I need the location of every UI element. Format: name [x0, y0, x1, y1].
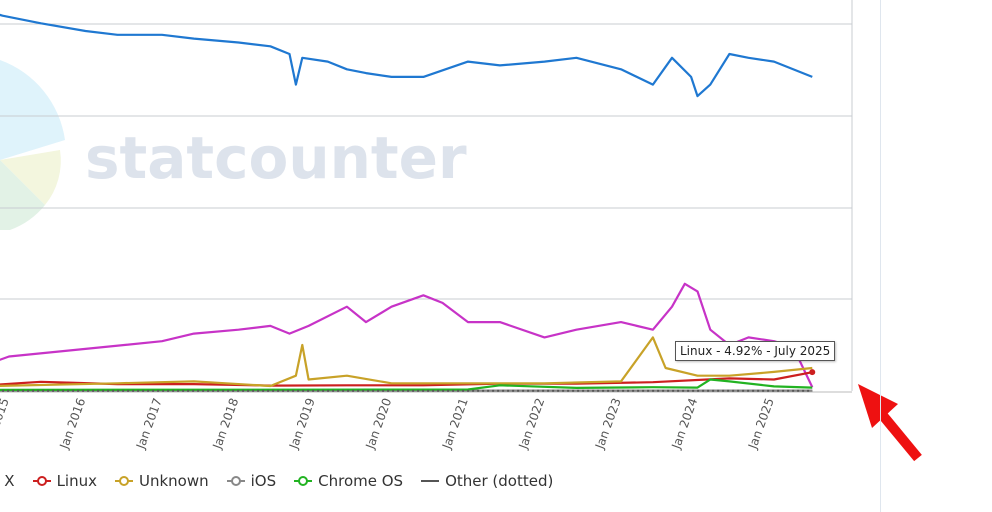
legend-label: Unknown — [139, 472, 209, 490]
x-tick-label: Jan 2017 — [133, 396, 165, 451]
annotation-arrow-shaft — [876, 408, 922, 462]
x-tick-label: Jan 2019 — [286, 396, 318, 451]
legend-swatch-icon — [115, 475, 133, 487]
series-line-chrome-os — [0, 378, 813, 391]
x-tick-label: Jan 2016 — [57, 396, 89, 451]
legend-label: S X — [0, 472, 15, 490]
x-tick-label: Jan 2022 — [516, 396, 548, 451]
x-tick-label: Jan 2015 — [0, 396, 12, 451]
legend-item-linux[interactable]: Linux — [32, 472, 97, 490]
x-tick-label: Jan 2024 — [669, 396, 701, 451]
chart-legend: S X Linux Unknown iOS Chrome OS Other (dotted… — [0, 470, 571, 492]
legend-label: Other (dotted) — [445, 472, 554, 490]
legend-label: Linux — [56, 472, 97, 490]
hover-point-marker — [809, 369, 816, 376]
x-tick-label: Jan 2018 — [210, 396, 242, 451]
x-tick-label: Jan 2025 — [745, 396, 777, 451]
x-tick-label: Jan 2020 — [363, 396, 395, 451]
annotation-arrow-head — [858, 384, 898, 428]
x-tick-label: Jan 2023 — [592, 396, 624, 451]
x-tick-label: Jan 2021 — [439, 396, 471, 451]
legend-label: Chrome OS — [318, 472, 404, 490]
legend-swatch-icon — [421, 475, 440, 487]
legend-item-s-x[interactable]: S X — [0, 472, 15, 490]
legend-item-ios[interactable]: iOS — [226, 472, 277, 490]
legend-swatch-icon — [294, 475, 313, 487]
legend-item-chrome-os[interactable]: Chrome OS — [294, 472, 403, 490]
legend-item-other-dotted-[interactable]: Other (dotted) — [421, 472, 553, 490]
legend-swatch-icon — [226, 475, 245, 487]
legend-item-unknown[interactable]: Unknown — [115, 472, 209, 490]
right-panel-border — [880, 0, 881, 512]
series-line-windows — [0, 13, 813, 98]
legend-label: iOS — [250, 472, 277, 490]
watermark-logo: statcounter — [0, 60, 467, 230]
watermark-text: statcounter — [85, 124, 467, 192]
hover-tooltip: Linux - 4.92% - July 2025 — [675, 341, 836, 361]
series-line-unknown — [0, 336, 813, 388]
legend-swatch-icon — [32, 475, 51, 487]
